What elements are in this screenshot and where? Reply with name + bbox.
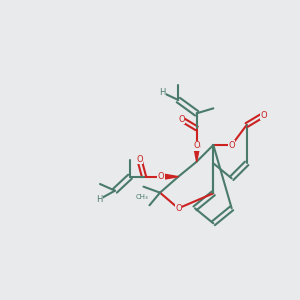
Text: CH₃: CH₃	[135, 194, 148, 200]
Text: O: O	[175, 204, 181, 213]
Polygon shape	[161, 174, 178, 180]
Text: O: O	[178, 115, 185, 124]
Text: H: H	[96, 195, 103, 204]
Text: O: O	[136, 155, 142, 164]
Text: O: O	[194, 142, 200, 151]
Text: O: O	[260, 110, 267, 119]
Text: O: O	[158, 172, 164, 181]
Polygon shape	[194, 146, 200, 162]
Text: O: O	[228, 140, 235, 149]
Text: H: H	[160, 88, 166, 97]
